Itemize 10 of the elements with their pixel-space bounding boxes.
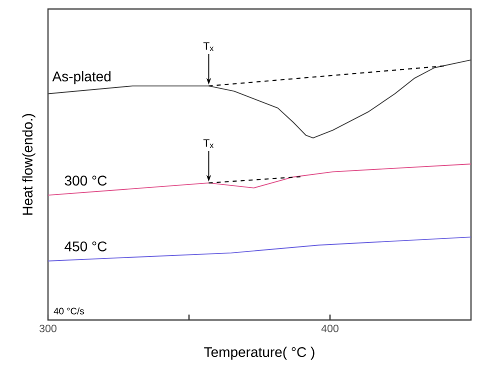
- annotation: T$_{x}$: [203, 42, 214, 52]
- series-label: 300 °C: [64, 176, 107, 186]
- series-label: As-plated: [52, 71, 110, 84]
- y-axis-title: Heat flow(endo.): [22, 114, 36, 215]
- x-tick-label: 300: [40, 324, 56, 332]
- annotation: 40 °C/s: [54, 308, 84, 314]
- x-axis-title: Temperature( °C ): [204, 346, 314, 360]
- annotation: T$_{x}$: [203, 139, 214, 148]
- x-tick-label: 400: [321, 324, 338, 332]
- series-label: 450 °C: [64, 241, 107, 252]
